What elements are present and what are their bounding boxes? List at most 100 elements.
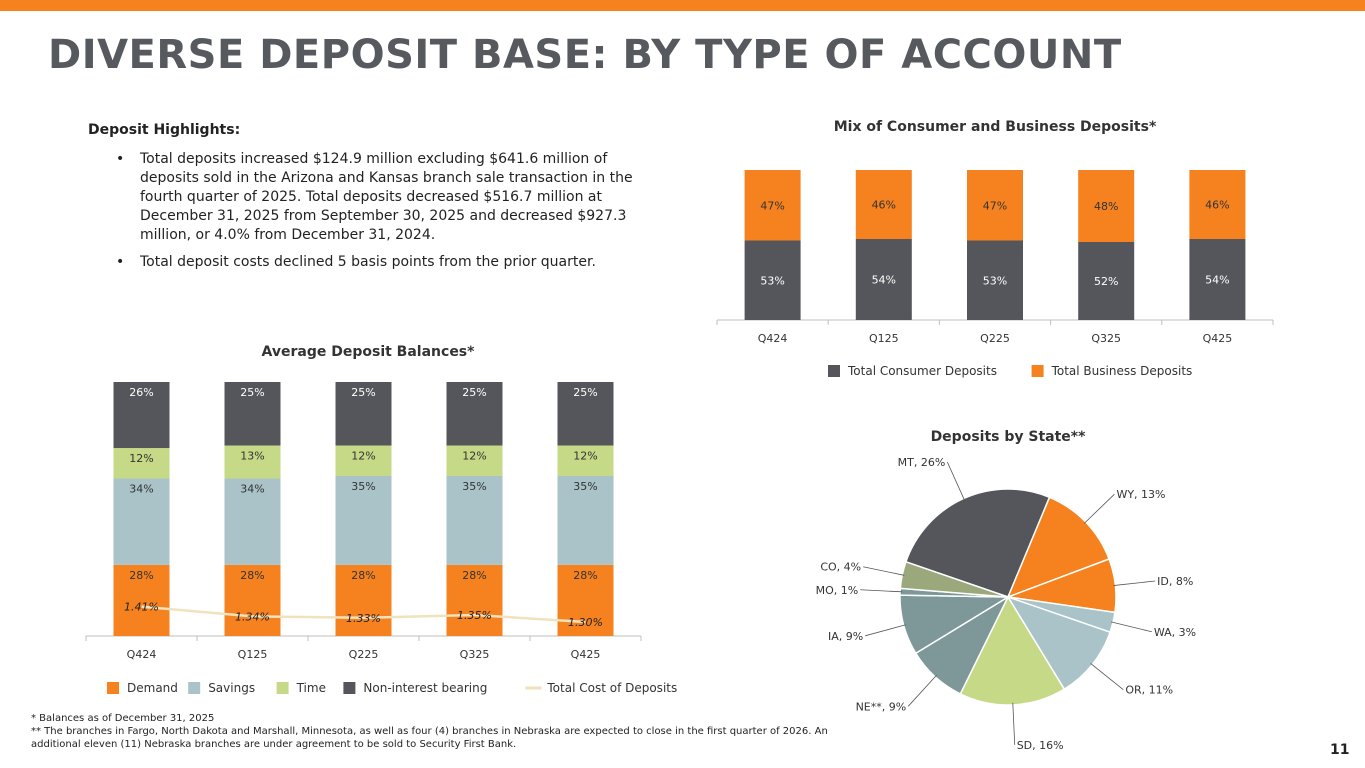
highlights-list: • Total deposits increased $124.9 million… [88, 150, 648, 272]
avg-bar-demand [446, 564, 503, 636]
avg-bar-time [224, 445, 281, 479]
avg-bar-demand [335, 564, 392, 636]
avg-cost-label: 1.33% [346, 612, 381, 625]
avg-bar-time [557, 445, 614, 476]
avg-data-label: 28% [573, 569, 597, 582]
pie-leader-line [863, 566, 905, 576]
mix-data-label: 47% [983, 199, 1007, 212]
mix-bar-total-business-deposits [1078, 170, 1135, 242]
avg-tick-label: Q325 [460, 648, 490, 661]
avg-bar-non-interest-bearing [446, 382, 503, 446]
mix-legend-label: Total Consumer Deposits [847, 364, 997, 378]
pie-label-wy: WY, 13% [1116, 488, 1165, 501]
highlight-text: Total deposit costs declined 5 basis poi… [140, 254, 596, 270]
mix-data-label: 46% [1205, 199, 1229, 212]
avg-data-label: 35% [351, 480, 375, 493]
pie-label-sd: SD, 16% [1017, 739, 1064, 752]
mix-data-label: 53% [983, 274, 1007, 287]
mix-bar-total-consumer-deposits [855, 239, 912, 320]
avg-data-label: 25% [462, 386, 486, 399]
avg-bar-non-interest-bearing [113, 382, 170, 449]
pie-leader-line [1083, 493, 1115, 524]
pie-leader-line [1012, 702, 1016, 745]
avg-data-label: 25% [351, 386, 375, 399]
pie-label-id: ID, 8% [1157, 575, 1193, 588]
avg-tick-label: Q424 [127, 648, 157, 661]
pie-label-mo: MO, 1% [816, 584, 859, 597]
avg-bar-savings [557, 475, 614, 565]
avg-legend-swatch [343, 682, 356, 694]
mix-data-label: 48% [1094, 200, 1118, 213]
mix-bar-total-consumer-deposits [744, 240, 801, 320]
avg-bar-savings [335, 475, 392, 565]
avg-data-label: 25% [573, 386, 597, 399]
avg-data-label: 12% [573, 450, 597, 463]
mix-data-label: 54% [872, 274, 896, 287]
avg-data-label: 12% [129, 452, 153, 465]
footnote-branches: ** The branches in Fargo, North Dakota a… [31, 726, 828, 750]
avg-legend-label: Savings [208, 681, 255, 695]
avg-legend-swatch [107, 682, 119, 694]
pie-leader-line [946, 461, 965, 501]
pie-leader-line [907, 675, 937, 707]
mix-tick-label: Q425 [1203, 332, 1233, 345]
avg-cost-label: 1.35% [457, 609, 492, 622]
avg-bar-time [113, 448, 170, 479]
highlight-text: Total deposits increased $124.9 million … [140, 151, 633, 243]
avg-data-label: 34% [240, 483, 264, 496]
pie-label-ne: NE**, 9% [856, 700, 907, 713]
mix-legend-swatch [828, 365, 840, 377]
highlight-bullet: • Total deposits increased $124.9 million… [116, 151, 633, 243]
mix-legend-swatch [1031, 365, 1044, 377]
pie-leader-line [1110, 621, 1152, 633]
avg-legend-label: Total Cost of Deposits [546, 681, 677, 695]
mix-bar-total-business-deposits [744, 170, 801, 241]
page-title: DIVERSE DEPOSIT BASE: BY TYPE OF ACCOUNT [48, 32, 1122, 78]
mix-tick-label: Q125 [869, 332, 899, 345]
avg-legend-swatch [188, 682, 201, 694]
avg-cost-label: 1.41% [124, 601, 159, 614]
avg-data-label: 25% [240, 386, 264, 399]
pie-label-co: CO, 4% [820, 561, 861, 574]
avg-bar-savings [224, 478, 281, 565]
avg-chart-title: Average Deposit Balances* [262, 344, 476, 360]
avg-data-label: 26% [129, 386, 153, 399]
avg-cost-label: 1.30% [568, 616, 603, 629]
pie-leader-line [860, 589, 903, 593]
page-number: 11 [1330, 742, 1350, 758]
avg-legend-label: Demand [127, 681, 178, 695]
avg-data-label: 34% [129, 483, 153, 496]
avg-tick-label: Q425 [571, 648, 601, 661]
mix-bar-total-business-deposits [855, 170, 912, 239]
avg-bar-non-interest-bearing [224, 382, 281, 446]
avg-bar-demand [224, 564, 281, 636]
mix-tick-label: Q325 [1091, 332, 1121, 345]
pie-leader-line [1090, 663, 1124, 691]
avg-cost-label: 1.34% [235, 610, 270, 623]
mix-bar-total-business-deposits [1189, 170, 1246, 239]
avg-bar-savings [446, 475, 503, 565]
avg-bar-time [446, 445, 503, 476]
mix-data-label: 47% [760, 199, 784, 212]
pie-leader-line [865, 624, 906, 637]
avg-bar-time [335, 445, 392, 476]
avg-data-label: 13% [240, 450, 264, 463]
avg-legend-swatch [276, 682, 289, 694]
mix-data-label: 52% [1094, 275, 1118, 288]
mix-chart-title: Mix of Consumer and Business Deposits* [834, 119, 1157, 135]
highlight-bullet: • Total deposit costs declined 5 basis po… [116, 254, 596, 270]
mix-bar-total-consumer-deposits [1078, 242, 1135, 320]
avg-bar-savings [113, 478, 170, 565]
mix-tick-label: Q225 [980, 332, 1010, 345]
state-chart-title: Deposits by State** [931, 429, 1087, 445]
avg-bar-non-interest-bearing [557, 382, 614, 446]
avg-legend-label: Time [296, 681, 326, 695]
highlights-heading: Deposit Highlights: [88, 122, 241, 138]
top-accent-bar [0, 0, 1365, 11]
avg-bar-non-interest-bearing [335, 382, 392, 446]
avg-tick-label: Q125 [238, 648, 268, 661]
avg-legend-label: Non-interest bearing [363, 681, 487, 695]
mix-legend-label: Total Business Deposits [1051, 364, 1193, 378]
avg-data-label: 28% [240, 569, 264, 582]
